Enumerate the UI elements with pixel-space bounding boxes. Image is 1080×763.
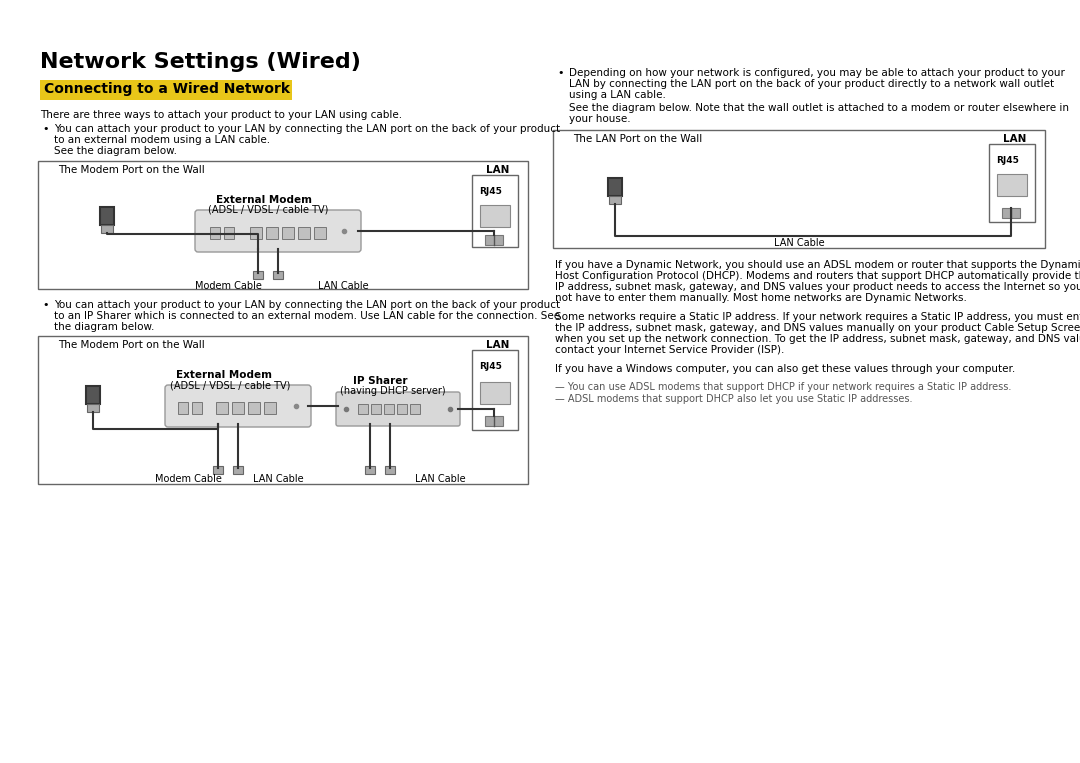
Text: contact your Internet Service Provider (ISP).: contact your Internet Service Provider (… bbox=[555, 345, 784, 355]
Bar bbox=[314, 227, 326, 239]
Bar bbox=[384, 466, 395, 474]
Text: not have to enter them manually. Most home networks are Dynamic Networks.: not have to enter them manually. Most ho… bbox=[555, 293, 967, 303]
Text: If you have a Windows computer, you can also get these values through your compu: If you have a Windows computer, you can … bbox=[555, 364, 1015, 374]
Text: IP Sharer: IP Sharer bbox=[353, 376, 407, 386]
Bar bbox=[248, 402, 260, 414]
Bar bbox=[608, 178, 622, 196]
Bar bbox=[410, 404, 420, 414]
Bar bbox=[273, 271, 283, 279]
Text: LAN: LAN bbox=[486, 340, 510, 350]
Text: (ADSL / VDSL / cable TV): (ADSL / VDSL / cable TV) bbox=[170, 380, 291, 390]
Bar bbox=[224, 227, 234, 239]
Bar bbox=[609, 196, 621, 204]
Text: — ADSL modems that support DHCP also let you use Static IP addresses.: — ADSL modems that support DHCP also let… bbox=[555, 394, 913, 404]
Text: when you set up the network connection. To get the IP address, subnet mask, gate: when you set up the network connection. … bbox=[555, 334, 1080, 344]
Text: You can attach your product to your LAN by connecting the LAN port on the back o: You can attach your product to your LAN … bbox=[54, 300, 561, 310]
Text: (ADSL / VDSL / cable TV): (ADSL / VDSL / cable TV) bbox=[208, 205, 328, 215]
Bar bbox=[357, 404, 368, 414]
Text: LAN: LAN bbox=[486, 165, 510, 175]
Text: LAN Cable: LAN Cable bbox=[415, 474, 465, 484]
Bar bbox=[1002, 208, 1020, 218]
Text: Host Configuration Protocol (DHCP). Modems and routers that support DHCP automat: Host Configuration Protocol (DHCP). Mode… bbox=[555, 271, 1080, 281]
Text: External Modem: External Modem bbox=[216, 195, 312, 205]
Text: IP address, subnet mask, gateway, and DNS values your product needs to access th: IP address, subnet mask, gateway, and DN… bbox=[555, 282, 1080, 292]
Bar bbox=[38, 161, 528, 289]
Bar bbox=[485, 235, 503, 245]
Bar bbox=[264, 402, 276, 414]
Text: •: • bbox=[557, 68, 564, 78]
Text: (having DHCP server): (having DHCP server) bbox=[340, 386, 446, 396]
Bar bbox=[233, 466, 243, 474]
Bar bbox=[249, 227, 262, 239]
Text: Connecting to a Wired Network: Connecting to a Wired Network bbox=[44, 82, 291, 96]
Bar bbox=[102, 225, 113, 233]
Text: RJ45: RJ45 bbox=[480, 362, 502, 371]
Bar bbox=[472, 350, 518, 430]
Text: Some networks require a Static IP address. If your network requires a Static IP : Some networks require a Static IP addres… bbox=[555, 312, 1080, 322]
Text: See the diagram below.: See the diagram below. bbox=[54, 146, 177, 156]
Text: If you have a Dynamic Network, you should use an ADSL modem or router that suppo: If you have a Dynamic Network, you shoul… bbox=[555, 260, 1080, 270]
Bar bbox=[232, 402, 244, 414]
Text: The Modem Port on the Wall: The Modem Port on the Wall bbox=[58, 340, 205, 350]
Bar bbox=[253, 271, 264, 279]
Bar bbox=[178, 402, 188, 414]
Text: LAN Cable: LAN Cable bbox=[318, 281, 368, 291]
FancyBboxPatch shape bbox=[165, 385, 311, 427]
Text: The Modem Port on the Wall: The Modem Port on the Wall bbox=[58, 165, 205, 175]
Bar bbox=[989, 144, 1035, 222]
Text: There are three ways to attach your product to your LAN using cable.: There are three ways to attach your prod… bbox=[40, 110, 402, 120]
Text: See the diagram below. Note that the wall outlet is attached to a modem or route: See the diagram below. Note that the wal… bbox=[569, 103, 1069, 113]
Bar bbox=[210, 227, 220, 239]
Text: Modem Cable: Modem Cable bbox=[154, 474, 221, 484]
Text: Network Settings (Wired): Network Settings (Wired) bbox=[40, 52, 361, 72]
Bar bbox=[553, 130, 1045, 248]
Text: Modem Cable: Modem Cable bbox=[194, 281, 261, 291]
Bar bbox=[485, 416, 503, 426]
Text: RJ45: RJ45 bbox=[996, 156, 1018, 165]
Bar bbox=[87, 404, 99, 412]
Text: using a LAN cable.: using a LAN cable. bbox=[569, 90, 666, 100]
Bar bbox=[38, 336, 528, 484]
Text: Depending on how your network is configured, you may be able to attach your prod: Depending on how your network is configu… bbox=[569, 68, 1065, 78]
Text: RJ45: RJ45 bbox=[480, 187, 502, 196]
Bar bbox=[480, 205, 510, 227]
Text: the IP address, subnet mask, gateway, and DNS values manually on your product Ca: the IP address, subnet mask, gateway, an… bbox=[555, 323, 1080, 333]
Bar bbox=[480, 382, 510, 404]
Text: LAN by connecting the LAN port on the back of your product directly to a network: LAN by connecting the LAN port on the ba… bbox=[569, 79, 1054, 89]
Bar bbox=[472, 175, 518, 247]
Text: the diagram below.: the diagram below. bbox=[54, 322, 154, 332]
Text: to an IP Sharer which is connected to an external modem. Use LAN cable for the c: to an IP Sharer which is connected to an… bbox=[54, 311, 561, 321]
Bar bbox=[397, 404, 407, 414]
Bar bbox=[384, 404, 394, 414]
Bar bbox=[86, 386, 100, 404]
Text: LAN Cable: LAN Cable bbox=[253, 474, 303, 484]
Text: LAN: LAN bbox=[1003, 134, 1026, 144]
Text: •: • bbox=[42, 300, 49, 310]
Bar bbox=[192, 402, 202, 414]
Bar bbox=[100, 207, 114, 225]
FancyBboxPatch shape bbox=[336, 392, 460, 426]
FancyBboxPatch shape bbox=[195, 210, 361, 252]
Text: You can attach your product to your LAN by connecting the LAN port on the back o: You can attach your product to your LAN … bbox=[54, 124, 561, 134]
Bar bbox=[40, 80, 292, 100]
Bar bbox=[997, 174, 1027, 196]
Text: External Modem: External Modem bbox=[176, 370, 272, 380]
Text: LAN Cable: LAN Cable bbox=[773, 238, 824, 248]
Bar bbox=[298, 227, 310, 239]
Text: The LAN Port on the Wall: The LAN Port on the Wall bbox=[573, 134, 702, 144]
Bar bbox=[266, 227, 278, 239]
Bar bbox=[372, 404, 381, 414]
Text: to an external modem using a LAN cable.: to an external modem using a LAN cable. bbox=[54, 135, 270, 145]
Bar bbox=[216, 402, 228, 414]
Bar bbox=[282, 227, 294, 239]
Bar bbox=[365, 466, 375, 474]
Text: — You can use ADSL modems that support DHCP if your network requires a Static IP: — You can use ADSL modems that support D… bbox=[555, 382, 1011, 392]
Text: your house.: your house. bbox=[569, 114, 631, 124]
Bar bbox=[213, 466, 222, 474]
Text: •: • bbox=[42, 124, 49, 134]
